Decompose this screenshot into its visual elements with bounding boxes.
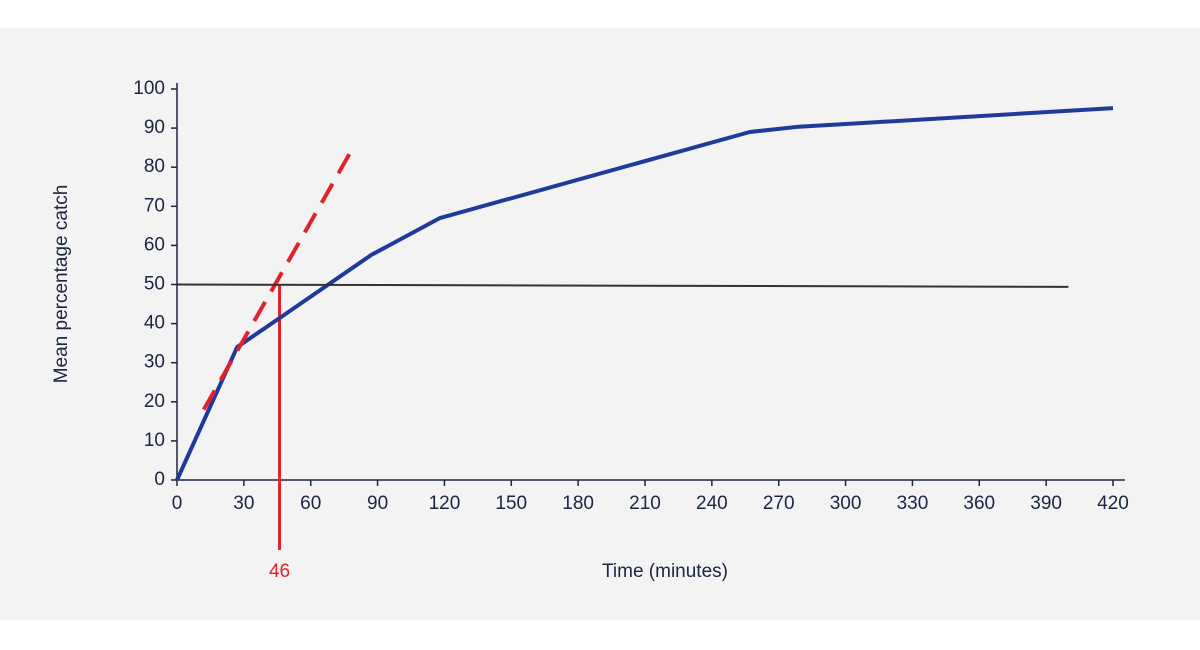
x-tick-label: 210	[629, 493, 661, 514]
y-tick-label: 20	[144, 391, 165, 412]
x-axis-label: Time (minutes)	[602, 561, 728, 582]
x-tick-label: 60	[300, 493, 321, 514]
y-tick-label: 0	[154, 469, 165, 490]
x-tick-label: 420	[1097, 493, 1129, 514]
y-tick-label: 40	[144, 313, 165, 334]
x-tick-label: 90	[367, 493, 388, 514]
series-line	[202, 146, 355, 411]
x-tick-label: 180	[562, 493, 594, 514]
y-tick-label: 60	[144, 234, 165, 255]
y-tick-label: 90	[144, 117, 165, 138]
x-tick-label: 120	[429, 493, 461, 514]
y-tick-label: 10	[144, 430, 165, 451]
x-tick-label: 0	[172, 493, 183, 514]
x-tick-label: 240	[696, 493, 728, 514]
y-axis-label: Mean percentage catch	[51, 185, 72, 384]
series-line	[176, 283, 1069, 288]
y-tick-label: 80	[144, 156, 165, 177]
x-tick-label: 300	[830, 493, 862, 514]
x-tick-label: 360	[963, 493, 995, 514]
y-tick-label: 30	[144, 352, 165, 373]
y-tick-label: 50	[144, 274, 165, 295]
x-tick-label: 390	[1030, 493, 1062, 514]
panel	[0, 28, 1200, 620]
annotation-label: 46	[269, 561, 290, 582]
x-tick-label: 270	[763, 493, 795, 514]
y-tick-label: 70	[144, 195, 165, 216]
y-tick-label: 100	[133, 78, 165, 99]
x-tick-label: 30	[233, 493, 254, 514]
x-tick-label: 330	[897, 493, 929, 514]
x-tick-label: 150	[495, 493, 527, 514]
